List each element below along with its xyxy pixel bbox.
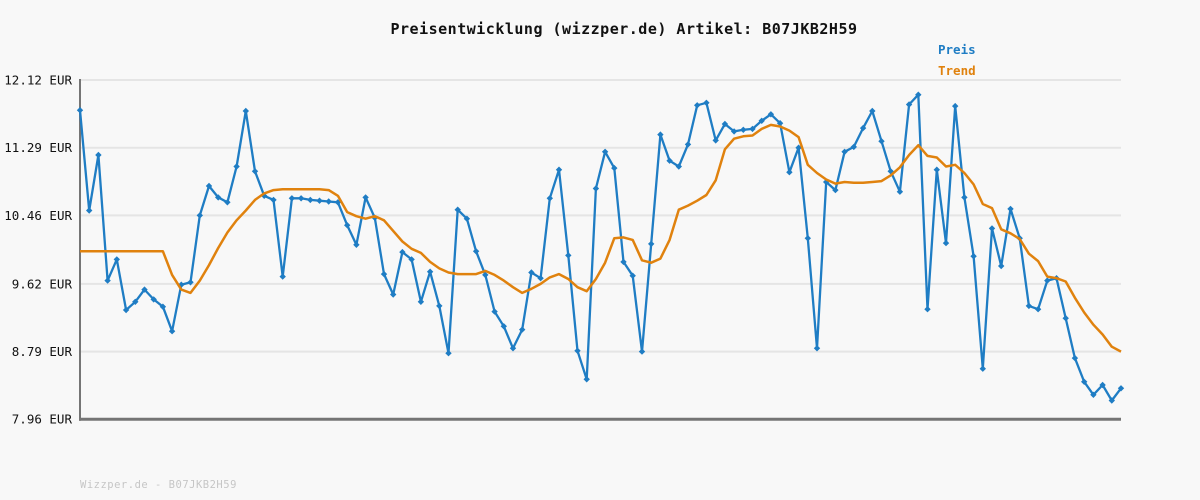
legend-item-preis: Preis [938, 42, 976, 57]
grid-lines [80, 79, 1121, 353]
watermark: Wizzper.de - B07JKB2H59 [80, 479, 237, 491]
trend-line [80, 123, 1122, 353]
y-axis-tick-label: 9.62 EUR [12, 276, 73, 291]
y-axis-tick-label: 7.96 EUR [12, 412, 73, 427]
data-series [76, 91, 1125, 404]
y-axis-tick-label: 11.29 EUR [4, 140, 72, 155]
legend-item-trend: Trend [938, 63, 976, 78]
chart-title: Preisentwicklung (wizzper.de) Artikel: B… [390, 20, 858, 38]
axes [79, 79, 1121, 421]
y-axis-tick-labels: 12.12 EUR 11.29 EUR 10.46 EUR 9.62 EUR 8.79 … [4, 72, 72, 426]
price-markers [76, 91, 1125, 404]
price-line [78, 93, 1122, 402]
y-axis-tick-label: 10.46 EUR [4, 208, 72, 223]
chart-legend: Preis Trend [938, 39, 976, 81]
y-axis-tick-label: 8.79 EUR [12, 344, 73, 359]
y-axis-tick-label: 12.12 EUR [4, 72, 72, 87]
